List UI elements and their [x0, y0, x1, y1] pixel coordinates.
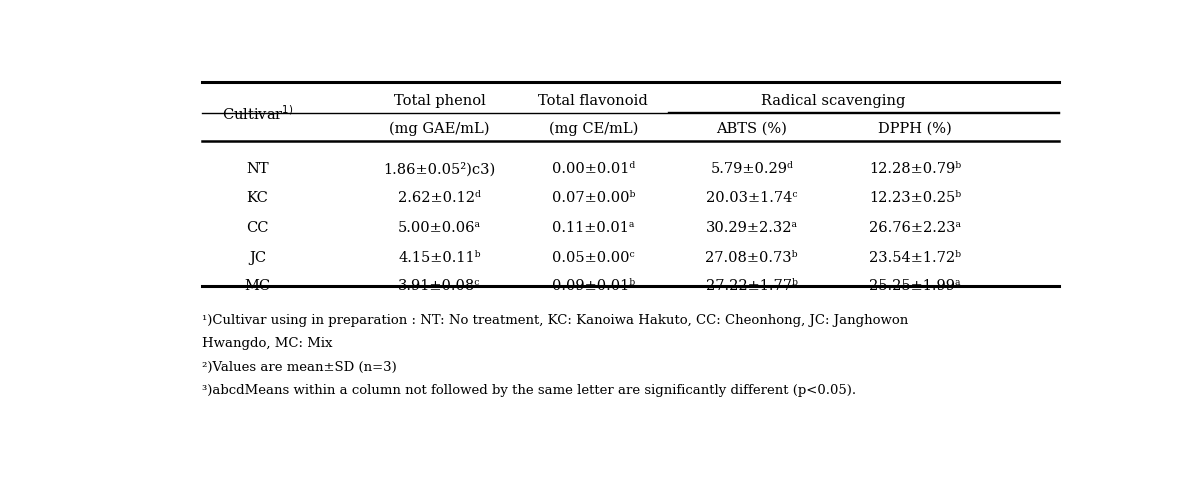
Text: JC: JC: [249, 250, 266, 265]
Text: 5.00±0.06ᵃ: 5.00±0.06ᵃ: [398, 221, 481, 235]
Text: 30.29±2.32ᵃ: 30.29±2.32ᵃ: [706, 221, 798, 235]
Text: 26.76±2.23ᵃ: 26.76±2.23ᵃ: [869, 221, 961, 235]
Text: KC: KC: [247, 191, 268, 205]
Text: 0.07±0.00ᵇ: 0.07±0.00ᵇ: [551, 191, 635, 205]
Text: Hwangdo, MC: Mix: Hwangdo, MC: Mix: [202, 337, 332, 350]
Text: 4.15±0.11ᵇ: 4.15±0.11ᵇ: [398, 250, 481, 265]
Text: 27.08±0.73ᵇ: 27.08±0.73ᵇ: [705, 250, 798, 265]
Text: 0.09±0.01ᵇ: 0.09±0.01ᵇ: [552, 279, 635, 293]
Text: Radical scavenging: Radical scavenging: [761, 94, 906, 108]
Text: 23.54±1.72ᵇ: 23.54±1.72ᵇ: [869, 250, 961, 265]
Text: Cultivar$^{1)}$: Cultivar$^{1)}$: [221, 104, 294, 122]
Text: DPPH (%): DPPH (%): [878, 121, 952, 136]
Text: Total flavonoid: Total flavonoid: [539, 94, 648, 108]
Text: 12.23±0.25ᵇ: 12.23±0.25ᵇ: [869, 191, 961, 205]
Text: 20.03±1.74ᶜ: 20.03±1.74ᶜ: [706, 191, 798, 205]
Text: (mg CE/mL): (mg CE/mL): [549, 121, 638, 136]
Text: 0.00±0.01ᵈ: 0.00±0.01ᵈ: [552, 162, 635, 176]
Text: ³)abcdMeans within a column not followed by the same letter are significantly di: ³)abcdMeans within a column not followed…: [202, 384, 855, 397]
Text: 1.86±0.05²)c3): 1.86±0.05²)c3): [384, 162, 496, 176]
Text: 0.05±0.00ᶜ: 0.05±0.00ᶜ: [552, 250, 634, 265]
Text: 0.11±0.01ᵃ: 0.11±0.01ᵃ: [552, 221, 634, 235]
Text: 2.62±0.12ᵈ: 2.62±0.12ᵈ: [398, 191, 481, 205]
Text: Total phenol: Total phenol: [393, 94, 485, 108]
Text: CC: CC: [247, 221, 268, 235]
Text: (mg GAE/mL): (mg GAE/mL): [389, 121, 490, 136]
Text: ABTS (%): ABTS (%): [716, 121, 787, 136]
Text: 5.79±0.29ᵈ: 5.79±0.29ᵈ: [710, 162, 793, 176]
Text: ²)Values are mean±SD (n=3): ²)Values are mean±SD (n=3): [202, 360, 397, 373]
Text: 12.28±0.79ᵇ: 12.28±0.79ᵇ: [869, 162, 961, 176]
Text: NT: NT: [247, 162, 269, 176]
Text: 27.22±1.77ᵇ: 27.22±1.77ᵇ: [706, 279, 798, 293]
Text: ¹)Cultivar using in preparation : NT: No treatment, KC: Kanoiwa Hakuto, CC: Cheo: ¹)Cultivar using in preparation : NT: No…: [202, 314, 908, 327]
Text: 3.91±0.08ᶜ: 3.91±0.08ᶜ: [398, 279, 480, 293]
Text: MC: MC: [244, 279, 271, 293]
Text: 25.25±1.99ᵃ: 25.25±1.99ᵃ: [869, 279, 961, 293]
